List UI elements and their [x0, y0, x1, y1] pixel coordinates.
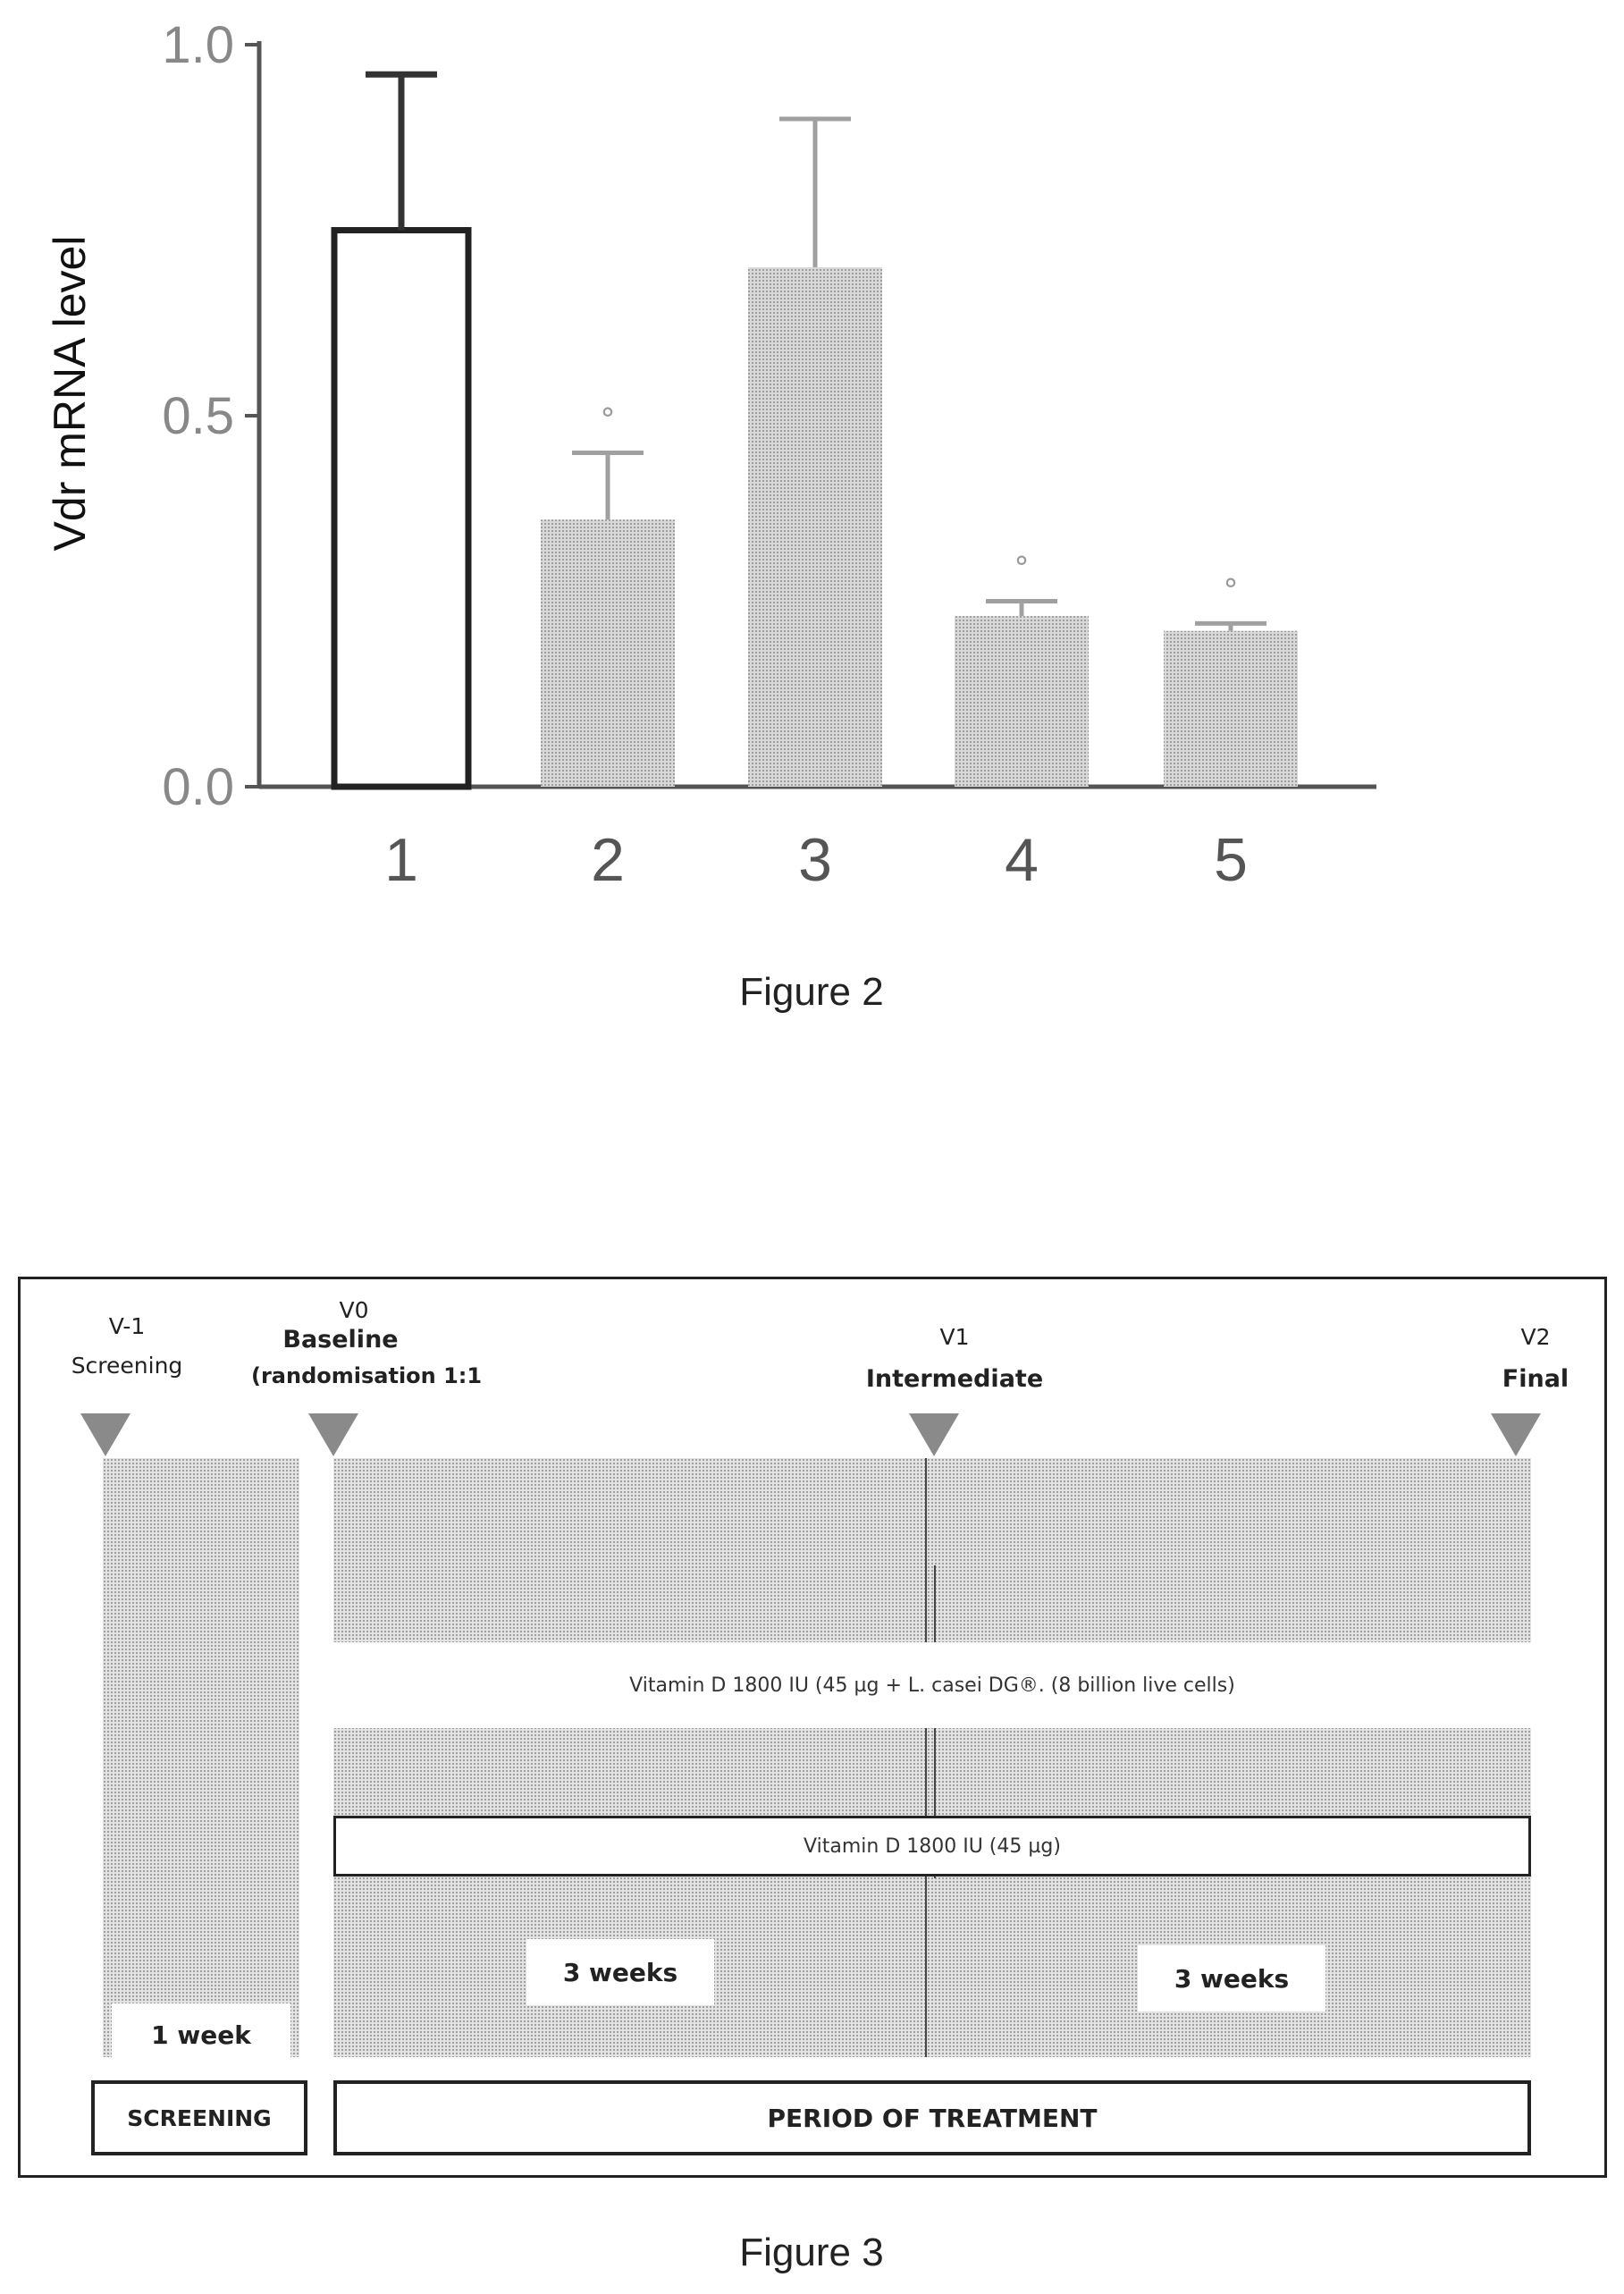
visit-v2-marker-icon [1491, 1413, 1541, 1456]
x-tick-label-5: 5 [1214, 826, 1248, 894]
screening-area [103, 1458, 299, 2057]
bar-3 [748, 267, 882, 787]
screening-duration: 1 week [112, 2003, 290, 2066]
visit-v0-name: Baseline [282, 1326, 399, 1354]
visit-vm1-marker-icon [80, 1413, 130, 1456]
second-half-duration: 3 weeks [1138, 1945, 1325, 2011]
x-tick-label-2: 2 [591, 826, 625, 894]
bar-5 [1164, 630, 1298, 787]
arm-1-band: Vitamin D 1800 IU (45 µg + L. casei DG®.… [333, 1642, 1531, 1728]
significance-marker-4: ° [1014, 551, 1030, 586]
y-axis-label: Vdr mRNA level [45, 236, 95, 552]
x-tick-label-4: 4 [1005, 826, 1039, 894]
bar-1 [331, 227, 472, 790]
y-tick-label: 0.0 [162, 758, 234, 816]
bar-2 [541, 519, 675, 787]
x-tick-label-3: 3 [798, 826, 832, 894]
treatment-phase-box: PERIOD OF TREATMENT [333, 2080, 1531, 2155]
visit-v2-code: V2 [1520, 1324, 1551, 1350]
visit-v1-marker-icon [909, 1413, 959, 1456]
figure-2-caption: Figure 2 [739, 970, 884, 1014]
visit-v1-name: Intermediate [865, 1365, 1044, 1393]
visit-v1-code: V1 [939, 1324, 970, 1350]
chart-layer: 0.0 0.5 1.0 1 ° 2 3 ° 4 ° 5 [162, 16, 1376, 894]
y-tick-label: 1.0 [162, 16, 234, 74]
visit-vm1-code: V-1 [108, 1313, 146, 1339]
visit-vm1-name: Screening [71, 1353, 183, 1379]
study-design-diagram: V-1 Screening V0 Baseline (randomisation… [18, 1277, 1607, 2178]
visit-v0-code: V0 [339, 1297, 369, 1323]
y-tick-label: 0.5 [162, 387, 234, 445]
figure-3-caption: Figure 3 [739, 2231, 884, 2274]
v1-divider [925, 1458, 927, 2057]
treatment-area [333, 1458, 1531, 2057]
screening-phase-box: SCREENING [91, 2080, 307, 2155]
first-half-duration: 3 weeks [526, 1939, 714, 2005]
arm-2-band: Vitamin D 1800 IU (45 µg) [333, 1816, 1531, 1877]
bar-chart: 0.0 0.5 1.0 1 ° 2 3 ° 4 ° 5 Vdr mRNA level [45, 16, 1376, 894]
significance-marker-5: ° [1224, 572, 1239, 608]
visit-v0-marker-icon [308, 1413, 358, 1456]
x-tick-label-1: 1 [384, 826, 418, 894]
visit-v2-name: Final [1502, 1365, 1569, 1393]
bar-4 [955, 616, 1089, 787]
significance-marker-2: ° [601, 402, 616, 438]
visit-v0-note: (randomisation 1:1 [251, 1363, 483, 1388]
